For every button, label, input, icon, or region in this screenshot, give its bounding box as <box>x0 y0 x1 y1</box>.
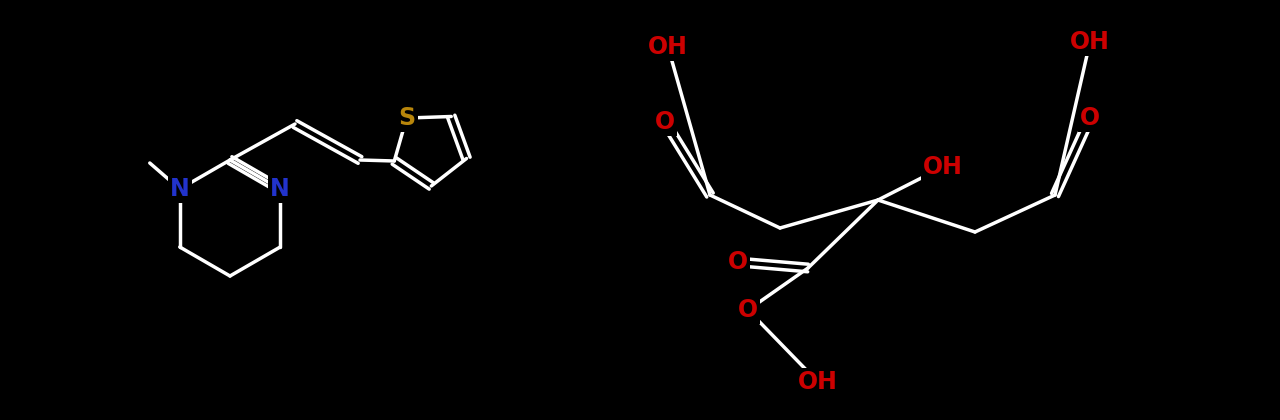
Text: O: O <box>655 110 675 134</box>
Text: OH: OH <box>797 370 838 394</box>
Text: N: N <box>270 177 291 201</box>
Text: OH: OH <box>923 155 963 179</box>
Text: OH: OH <box>648 35 687 59</box>
Text: O: O <box>728 250 748 274</box>
Text: OH: OH <box>1070 30 1110 54</box>
Text: N: N <box>170 177 189 201</box>
Text: S: S <box>398 106 415 130</box>
Text: O: O <box>1080 106 1100 130</box>
Text: O: O <box>739 298 758 322</box>
